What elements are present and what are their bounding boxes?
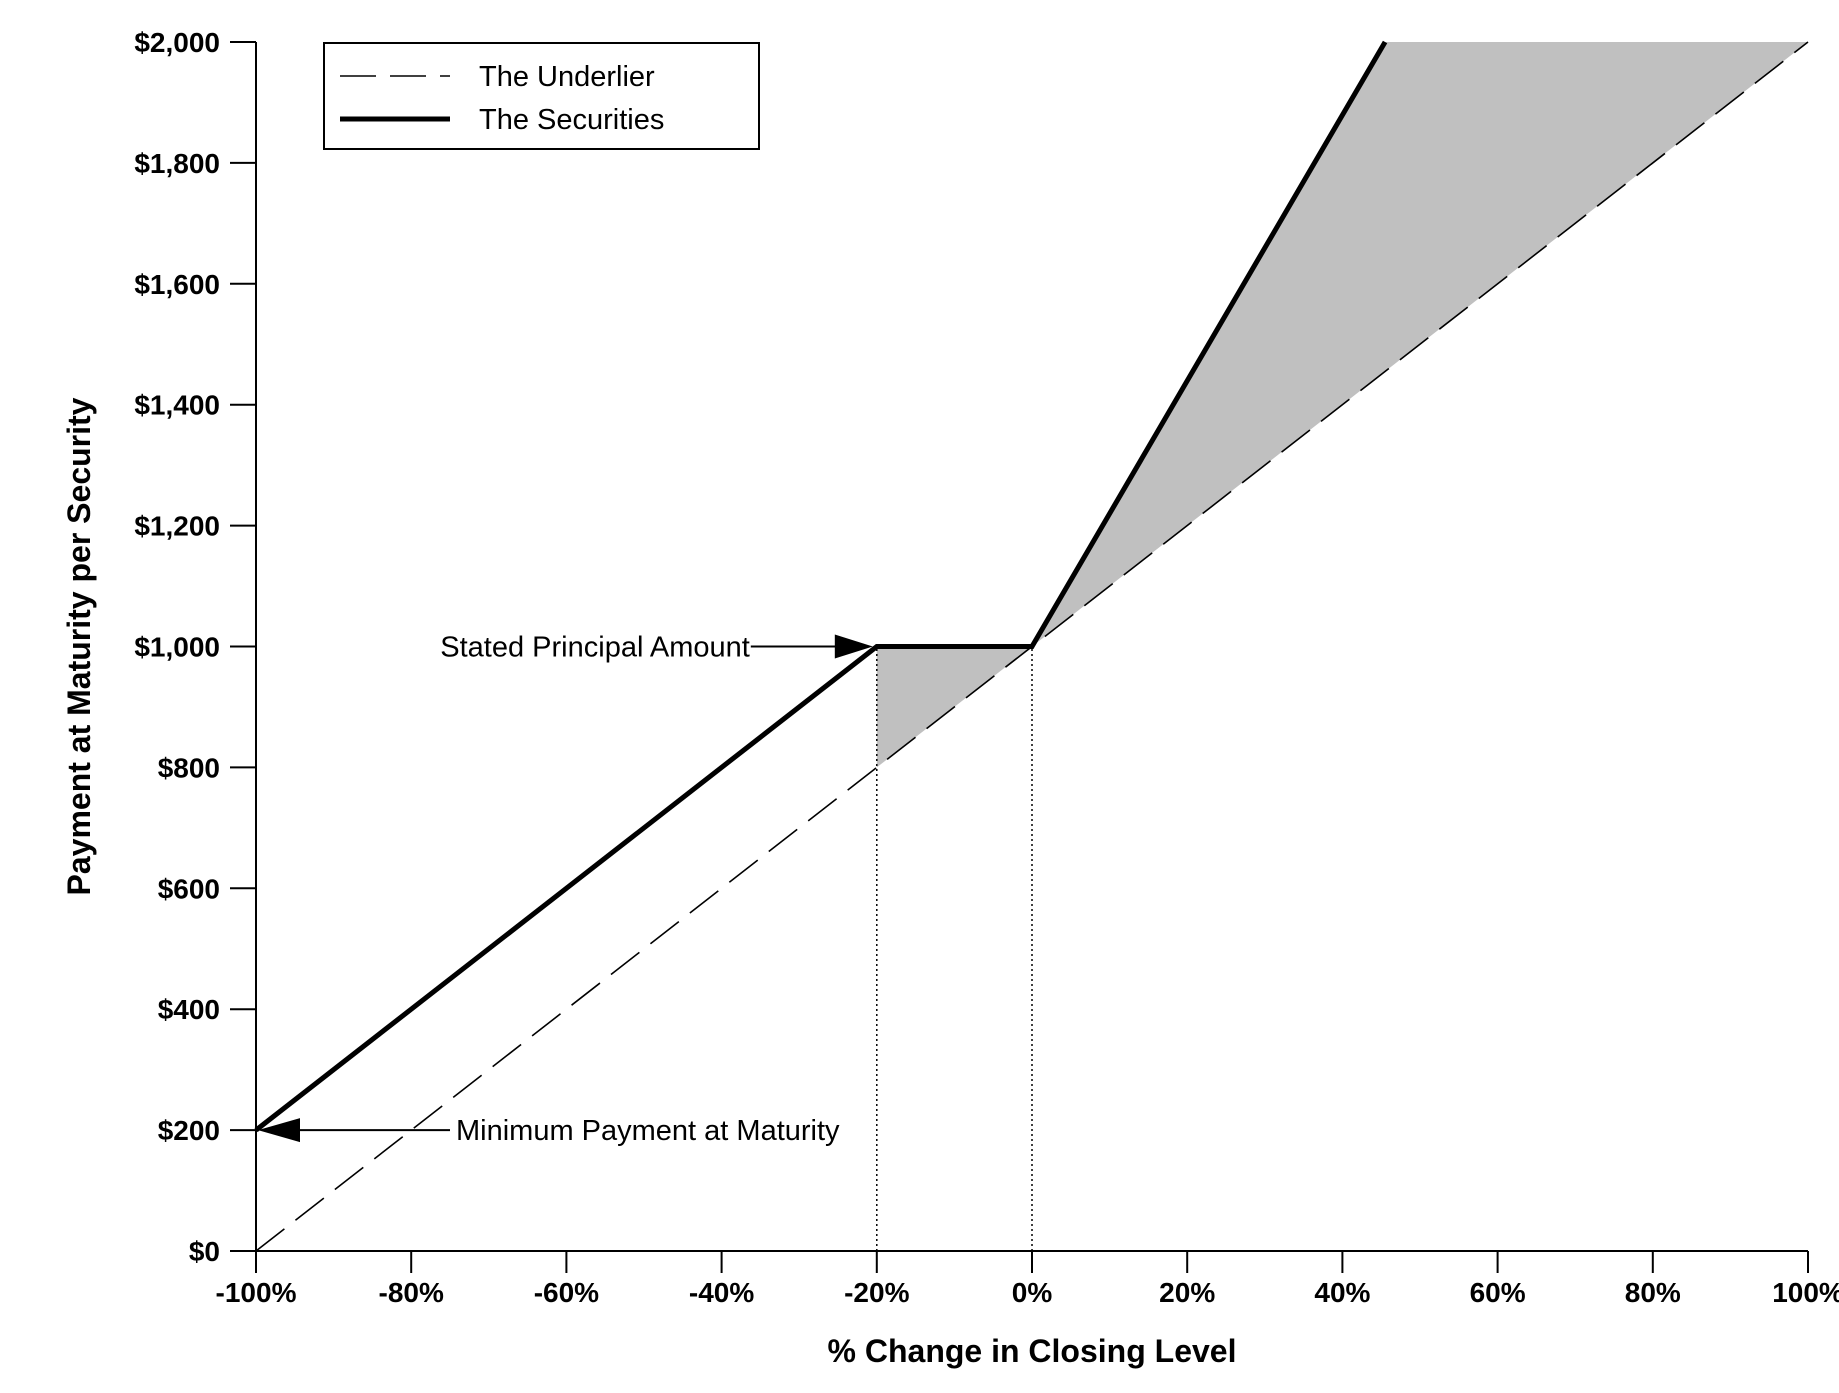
legend-label-1: The Underlier — [479, 61, 655, 93]
x-tick-label: 0% — [1012, 1277, 1053, 1308]
principal-annotation-label: Stated Principal Amount — [440, 632, 750, 664]
y-tick-label: $1,400 — [134, 390, 220, 421]
reference-lines — [876, 646, 1033, 1251]
principal-arrow-head — [834, 634, 873, 659]
x-tick-label: 20% — [1159, 1277, 1215, 1308]
series-line-2 — [254, 40, 1388, 1133]
x-tick-label: 100% — [1772, 1277, 1839, 1308]
y-tick-label: $1,800 — [134, 148, 220, 179]
x-tick-label: 40% — [1314, 1277, 1370, 1308]
annotations: Stated Principal Amount Minimum Payment a… — [258, 632, 873, 1147]
x-tick-label: -20% — [844, 1277, 909, 1308]
minimum-arrow-head — [258, 1118, 300, 1143]
x-tick-label: 80% — [1625, 1277, 1681, 1308]
legend: The Underlier The Securities — [323, 42, 760, 150]
y-axis-title: Payment at Maturity per Security — [61, 397, 97, 895]
y-tick-label: $1,000 — [134, 632, 220, 663]
legend-label-2: The Securities — [479, 104, 664, 136]
legend-box — [323, 42, 760, 150]
y-tick-label: $0 — [189, 1236, 220, 1267]
y-tick-label: $400 — [158, 994, 220, 1025]
series-lines — [254, 40, 1809, 1252]
y-tick-label: $200 — [158, 1115, 220, 1146]
axes: $0 $200 $400 $600 $800 $1,000 $1,200 $1,400 $1,6… — [134, 27, 1839, 1308]
minimum-annotation-label: Minimum Payment at Maturity — [456, 1115, 840, 1147]
y-tick-label: $600 — [158, 873, 220, 904]
x-tick-label: -100% — [216, 1277, 297, 1308]
y-tick-label: $2,000 — [134, 27, 220, 58]
y-tick-label: $1,200 — [134, 511, 220, 542]
y-tick-label: $1,600 — [134, 269, 220, 300]
x-tick-label: -60% — [534, 1277, 599, 1308]
x-axis-title: % Change in Closing Level — [828, 1333, 1237, 1369]
y-tick-label: $800 — [158, 752, 220, 783]
x-tick-label: 60% — [1470, 1277, 1526, 1308]
x-tick-label: -40% — [689, 1277, 754, 1308]
x-tick-label: -80% — [379, 1277, 444, 1308]
